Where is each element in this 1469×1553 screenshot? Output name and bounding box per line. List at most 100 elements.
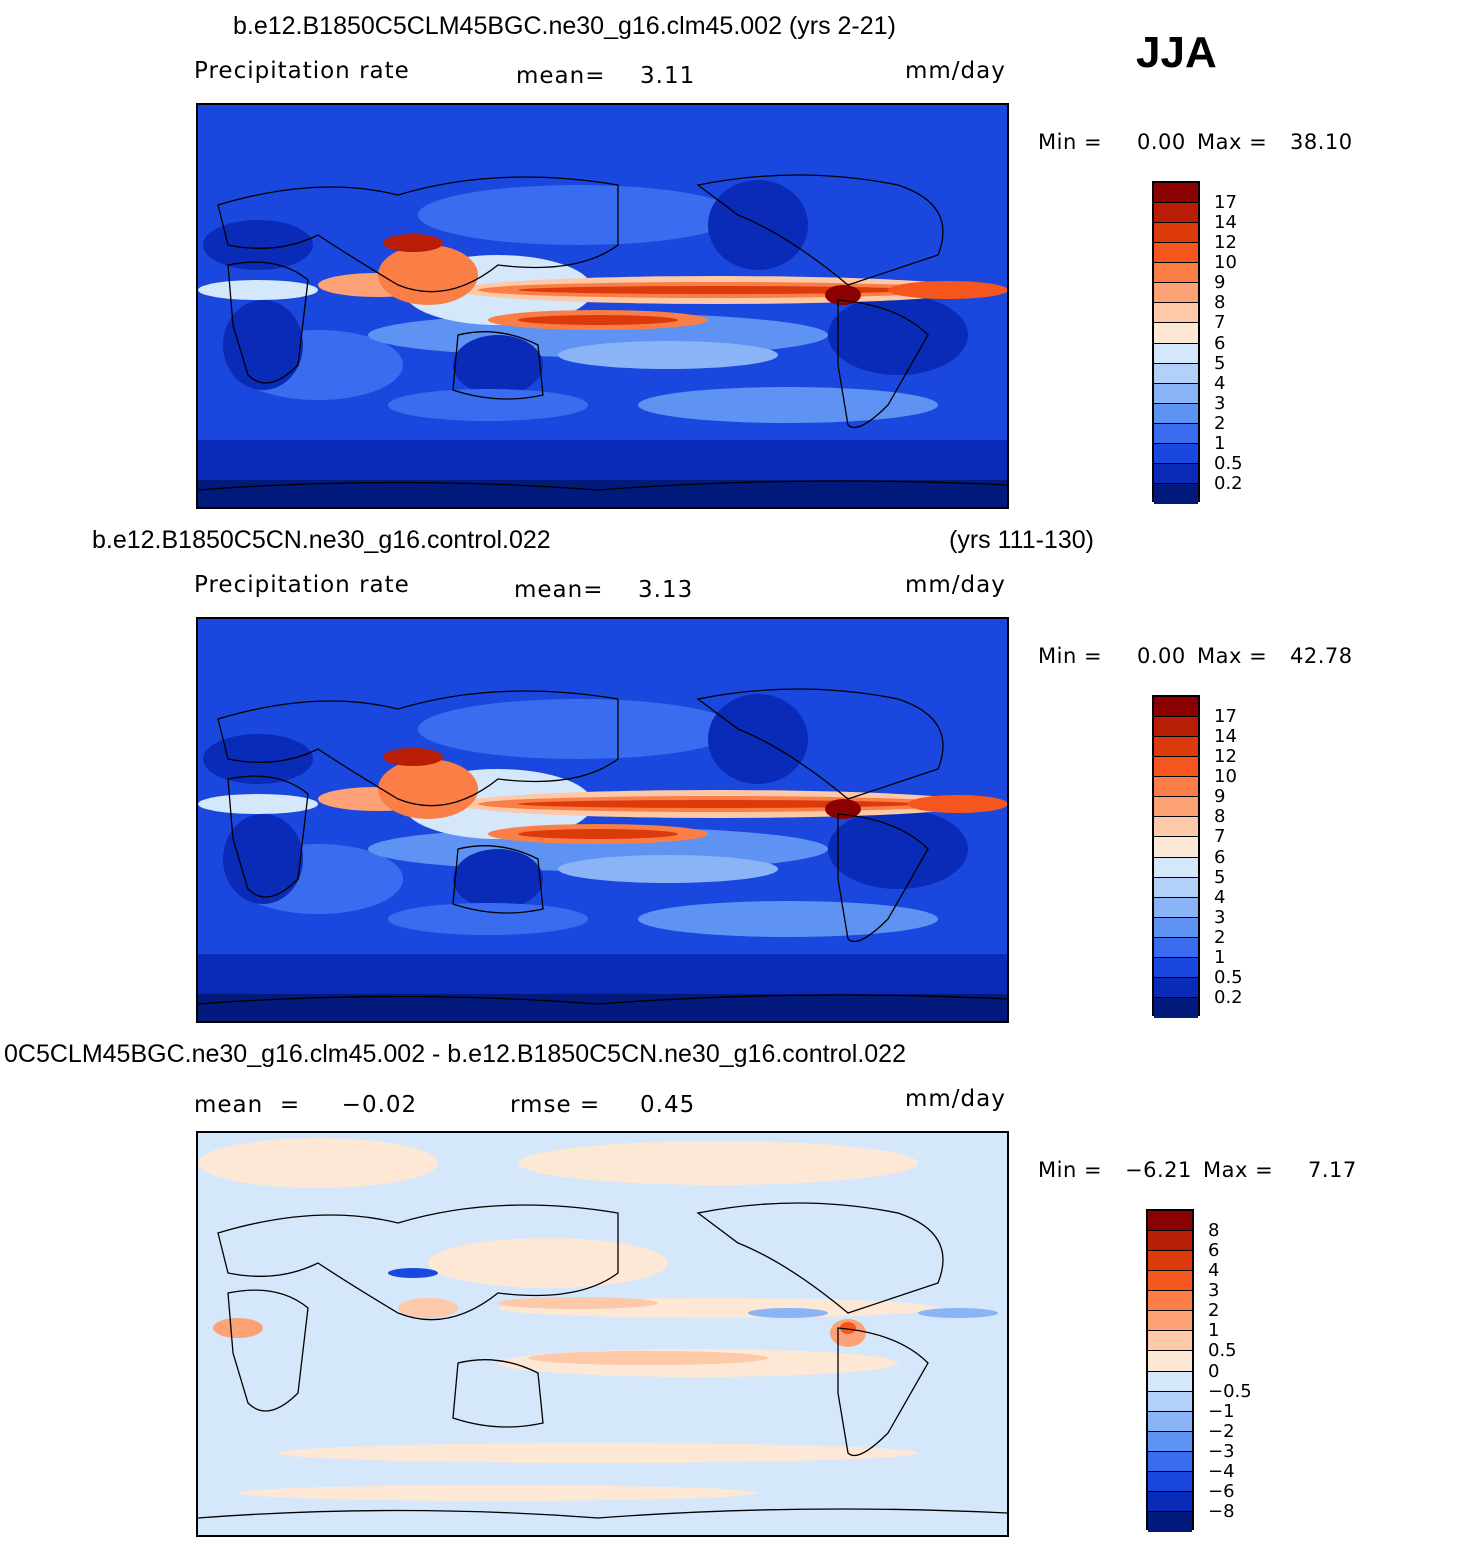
panel2-precip-map: [196, 617, 1009, 1023]
colorbar-swatch: [1154, 483, 1198, 504]
colorbar-swatch: [1154, 303, 1198, 324]
colorbar-swatch: [1148, 1391, 1192, 1412]
colorbar-swatch: [1148, 1431, 1192, 1452]
colorbar-swatch: [1154, 343, 1198, 364]
colorbar-swatch: [1154, 857, 1198, 878]
colorbar-tick-label: 7: [1214, 312, 1226, 334]
panel3-mean-diff: mean = −0.02: [194, 1092, 418, 1118]
colorbar-tick-label: −1: [1208, 1400, 1235, 1422]
colorbar-swatch: [1154, 283, 1198, 304]
panel1-min-value: 0.00: [1137, 130, 1186, 154]
colorbar-tick-label: 2: [1208, 1300, 1220, 1322]
season-label: JJA: [1136, 28, 1217, 77]
colorbar-swatch: [1148, 1371, 1192, 1392]
colorbar-tick-label: 0.2: [1214, 472, 1243, 494]
colorbar-tick-label: −8: [1208, 1500, 1235, 1522]
colorbar-swatch: [1148, 1271, 1192, 1292]
panel2-colorbar-swatches: [1152, 695, 1200, 1018]
colorbar-tick-label: 4: [1214, 372, 1226, 394]
colorbar-swatch: [1154, 997, 1198, 1018]
colorbar-swatch: [1148, 1491, 1192, 1512]
colorbar-tick-label: 10: [1214, 766, 1237, 788]
colorbar-tick-label: 12: [1214, 746, 1237, 768]
panel2-years: (yrs 111-130): [949, 526, 1094, 554]
colorbar-tick-label: −3: [1208, 1440, 1235, 1462]
colorbar-swatch: [1154, 897, 1198, 918]
colorbar-tick-label: 0.5: [1208, 1340, 1237, 1362]
colorbar-swatch: [1154, 697, 1198, 718]
colorbar-swatch: [1154, 757, 1198, 778]
colorbar-swatch: [1154, 443, 1198, 464]
colorbar-swatch: [1154, 203, 1198, 224]
colorbar-swatch: [1154, 737, 1198, 758]
panel2-min-value: 0.00: [1137, 644, 1186, 668]
panel3-max-value: 7.17: [1308, 1158, 1357, 1182]
colorbar-tick-label: 4: [1214, 886, 1226, 908]
panel3-min-value: −6.21: [1125, 1158, 1192, 1182]
colorbar-tick-label: 2: [1214, 412, 1226, 434]
colorbar-swatch: [1154, 423, 1198, 444]
colorbar-swatch: [1148, 1451, 1192, 1472]
colorbar-swatch: [1154, 877, 1198, 898]
colorbar-tick-label: −4: [1208, 1460, 1235, 1482]
panel1-units: mm/day: [905, 58, 1006, 84]
colorbar-swatch: [1154, 957, 1198, 978]
colorbar-swatch: [1154, 937, 1198, 958]
colorbar-swatch: [1154, 383, 1198, 404]
colorbar-tick-label: 6: [1214, 332, 1226, 354]
colorbar-tick-label: 1: [1214, 946, 1226, 968]
colorbar-tick-label: 3: [1214, 906, 1226, 928]
colorbar-tick-label: 12: [1214, 232, 1237, 254]
panel2-min-label: Min =: [1038, 644, 1103, 668]
colorbar-swatch: [1148, 1471, 1192, 1492]
colorbar-tick-label: −0.5: [1208, 1380, 1252, 1402]
colorbar-swatch: [1154, 263, 1198, 284]
colorbar-tick-label: 6: [1208, 1240, 1220, 1262]
colorbar-tick-label: 0.5: [1214, 452, 1243, 474]
colorbar-swatch: [1148, 1291, 1192, 1312]
colorbar-tick-label: 4: [1208, 1260, 1220, 1282]
colorbar-tick-label: 1: [1208, 1320, 1220, 1342]
colorbar-tick-label: 10: [1214, 252, 1237, 274]
colorbar-tick-label: 14: [1214, 726, 1237, 748]
colorbar-tick-label: 8: [1214, 806, 1226, 828]
panel1-max-label: Max =: [1197, 130, 1268, 154]
panel3-rmse-label: rmse =: [510, 1092, 601, 1118]
panel1-mean-value: 3.11: [640, 63, 696, 89]
colorbar-swatch: [1154, 977, 1198, 998]
panel1-colorbar-swatches: [1152, 181, 1200, 504]
panel3-difference-map: [196, 1131, 1009, 1537]
colorbar-swatch: [1154, 777, 1198, 798]
panel3-title: 0C5CLM45BGC.ne30_g16.clm45.002 - b.e12.B…: [4, 1040, 906, 1068]
colorbar-tick-label: 7: [1214, 826, 1226, 848]
panel2-variable-label: Precipitation rate: [194, 572, 410, 598]
panel2-units: mm/day: [905, 572, 1006, 598]
colorbar-tick-label: 0.2: [1214, 986, 1243, 1008]
panel2-mean-value: 3.13: [638, 577, 694, 603]
panel2-max-value: 42.78: [1290, 644, 1353, 668]
colorbar-swatch: [1154, 717, 1198, 738]
colorbar-swatch: [1154, 817, 1198, 838]
colorbar-swatch: [1148, 1511, 1192, 1532]
colorbar-swatch: [1148, 1231, 1192, 1252]
colorbar-swatch: [1154, 463, 1198, 484]
panel3-units: mm/day: [905, 1086, 1006, 1112]
panel1-title: b.e12.B1850C5CLM45BGC.ne30_g16.clm45.002…: [233, 12, 896, 40]
colorbar-swatch: [1154, 363, 1198, 384]
colorbar-tick-label: 8: [1214, 292, 1226, 314]
colorbar-tick-label: 14: [1214, 212, 1237, 234]
colorbar-tick-label: 2: [1214, 926, 1226, 948]
panel1-variable-label: Precipitation rate: [194, 58, 410, 84]
panel3-min-label: Min =: [1038, 1158, 1103, 1182]
colorbar-tick-label: 3: [1214, 392, 1226, 414]
colorbar-tick-label: −6: [1208, 1480, 1235, 1502]
colorbar-tick-label: 5: [1214, 352, 1226, 374]
colorbar-tick-label: 9: [1214, 272, 1226, 294]
colorbar-tick-label: 17: [1214, 192, 1237, 214]
panel2-title: b.e12.B1850C5CN.ne30_g16.control.022: [92, 526, 551, 554]
colorbar-swatch: [1154, 243, 1198, 264]
panel1-min-label: Min =: [1038, 130, 1103, 154]
panel3-rmse-value: 0.45: [640, 1092, 696, 1118]
colorbar-swatch: [1154, 797, 1198, 818]
panel3-colorbar-swatches: [1146, 1209, 1194, 1532]
